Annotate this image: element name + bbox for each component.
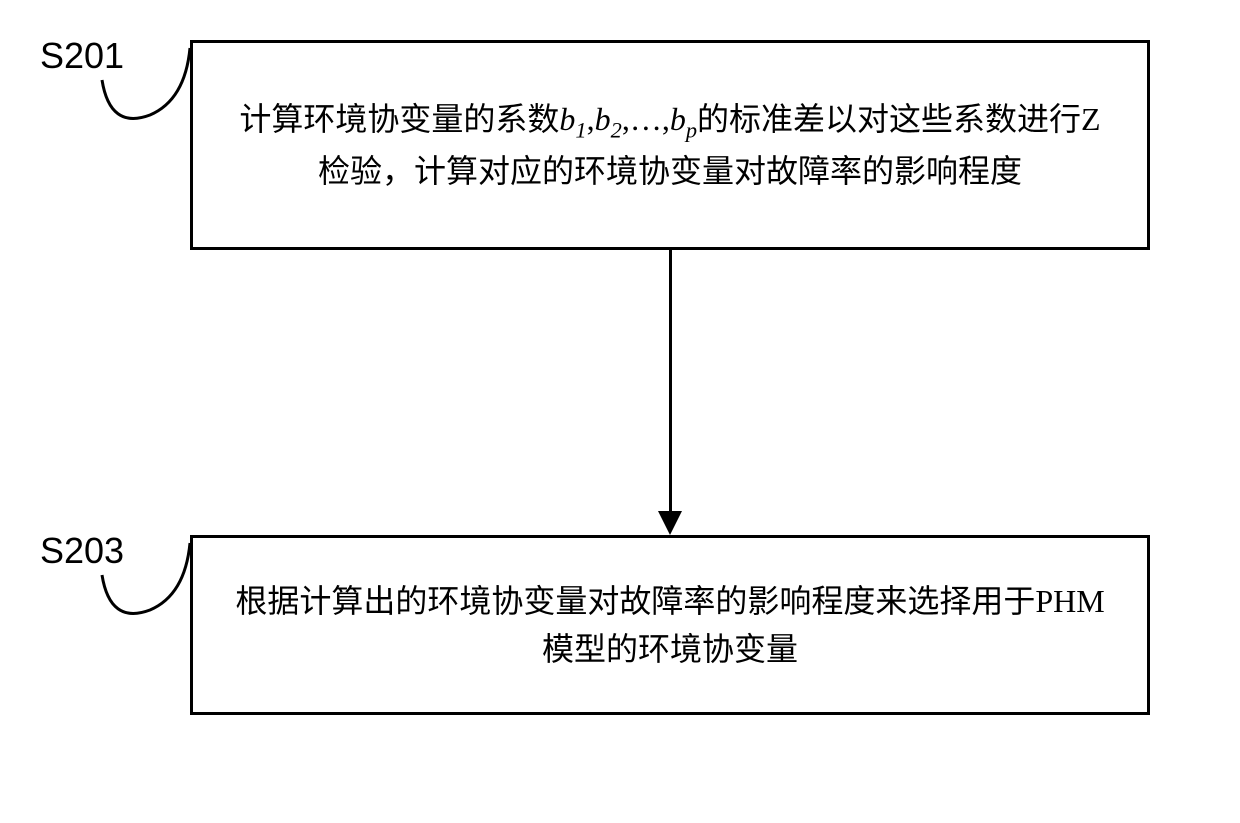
- step-text-s203: 根据计算出的环境协变量对故障率的影响程度来选择用于PHM模型的环境协变量: [233, 577, 1107, 673]
- step-box-s201: 计算环境协变量的系数b1,b2,…,bp的标准差以对这些系数进行Z检验，计算对应…: [190, 40, 1150, 250]
- step-text-s201: 计算环境协变量的系数b1,b2,…,bp的标准差以对这些系数进行Z检验，计算对应…: [233, 95, 1107, 195]
- arrow-head-s201-s203: [658, 511, 682, 535]
- step-box-s203: 根据计算出的环境协变量对故障率的影响程度来选择用于PHM模型的环境协变量: [190, 535, 1150, 715]
- arrow-s201-s203: [669, 250, 672, 512]
